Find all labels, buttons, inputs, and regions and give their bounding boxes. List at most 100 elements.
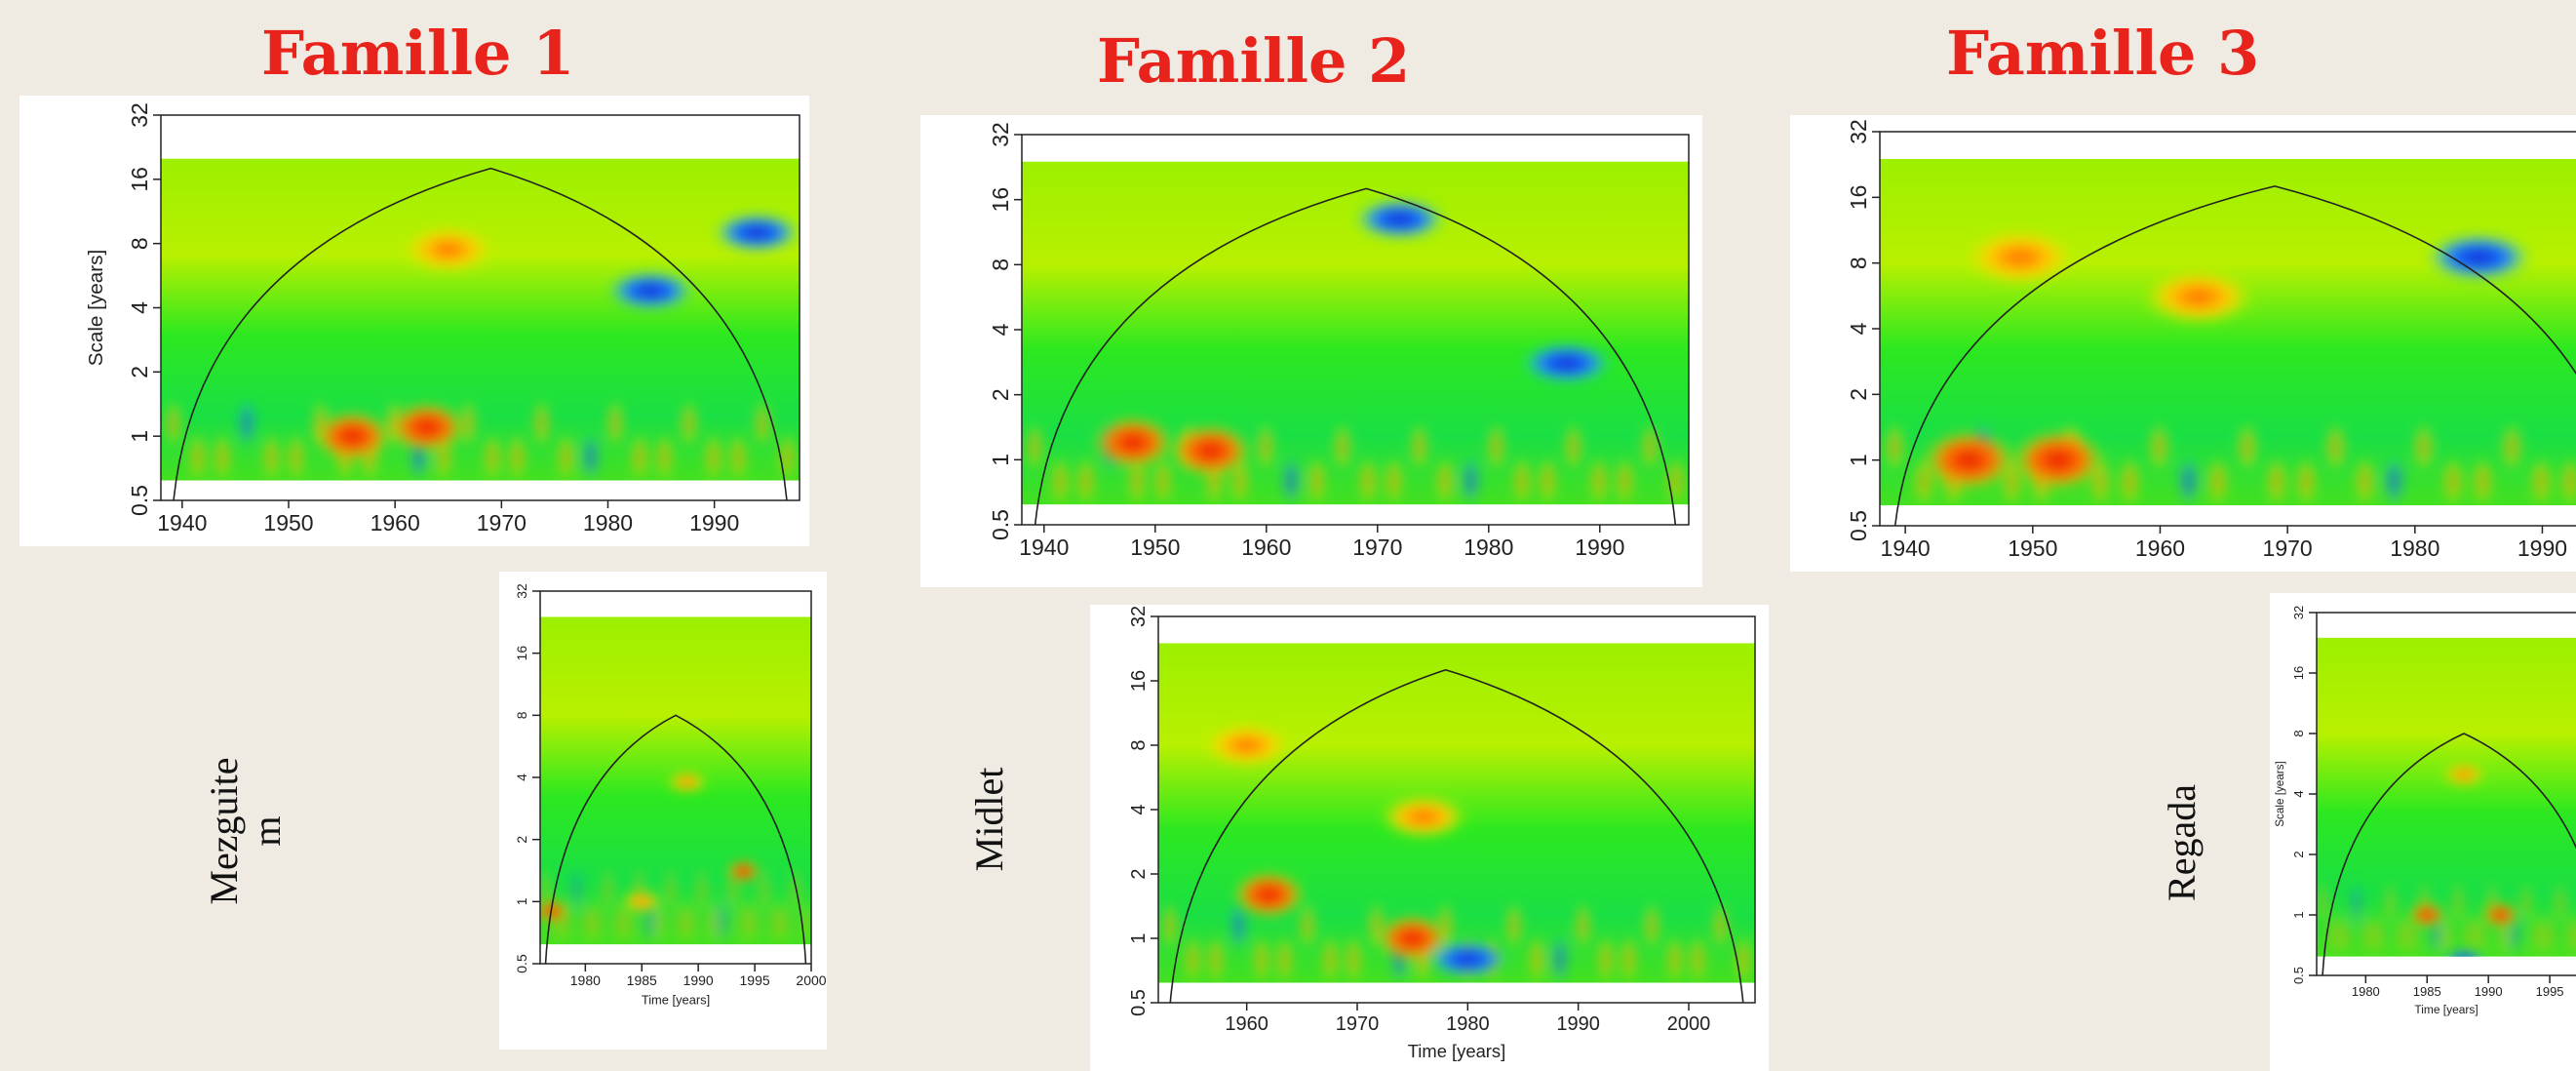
ripple-blob [604,865,612,913]
ripple-blob [237,399,256,448]
ripple-blob [1229,900,1248,950]
family-3-title: Famille 3 [1946,18,2260,89]
ripple-blob [1689,934,1706,983]
hotspot-high [540,899,568,923]
y-tick-label: 1 [2291,911,2306,918]
y-tick-label: 0.5 [988,509,1013,540]
x-tick-label: 1950 [263,510,313,536]
power-field [161,158,800,481]
hotspot-high [726,860,761,883]
ripple-blob [2206,456,2229,506]
ripple-blob [2477,911,2485,957]
power-field [1022,161,1689,505]
ripple-blob [2362,911,2372,957]
ripple-blob [2559,456,2576,506]
ripple-blob [2177,456,2200,506]
x-tick-label: 1990 [1575,535,1624,560]
hotspot-low [606,271,694,311]
x-tick-label: 1985 [2413,984,2441,999]
ripple-blob [750,897,759,945]
cone-of-influence [1893,185,2576,527]
ripple-blob [1299,900,1316,950]
y-tick-label: 16 [1128,670,1150,692]
hotspot-high [1231,870,1306,919]
ripple-blob [1184,934,1202,983]
y-tick-label: 4 [127,301,152,314]
x-tick-label: 1970 [1336,1013,1380,1035]
hotspot-medium [1202,723,1291,768]
ripple-blob [1486,421,1506,471]
power-field [540,616,811,945]
ripple-blob [2556,880,2565,926]
power-field [1158,643,1755,983]
cone-of-influence [2322,733,2576,976]
y-tick-label: 16 [514,646,529,661]
x-tick-label: 1980 [583,510,633,536]
wavelet-chart-4: 0.5 1 2 4 8 16 32 1980 1985 1990 1995 2000 Time [yea… [499,572,827,1050]
ripple-blob [687,897,696,945]
hotspot-high [2482,902,2519,928]
y-tick-label: 8 [988,258,1013,271]
wavelet-chart-2-svg: 0.5 1 2 4 8 16 32 1940 1950 1960 1970 1980 1990 [988,122,1690,560]
hotspot-high [1169,423,1252,478]
y-tick-label: 1 [514,897,529,905]
hotspot-low [714,213,800,253]
y-tick-label: 0.5 [2291,967,2306,984]
y-tick-label: 16 [988,187,1013,213]
hotspots [313,213,800,462]
ripple-texture [1025,421,1686,505]
hotspot-high [2408,902,2445,928]
y-tick-label: 16 [2291,666,2306,680]
x-tick-label: 2000 [796,972,826,988]
y-tick-label: 0.5 [514,954,529,973]
ripple-blob [2441,456,2465,506]
ripple-blob [188,432,208,481]
ripple-blob [680,399,698,448]
x-axis-label: Time [years] [2414,1003,2478,1016]
y-tick-label: 8 [514,711,529,719]
ripple-blob [572,865,581,913]
hotspots [2408,763,2519,957]
ripple-blob [1253,934,1270,983]
ripple-blob [2148,421,2170,472]
hotspot-low [2444,950,2483,957]
x-tick-label: 1980 [570,972,601,988]
hotspots [1091,198,1612,478]
ripple-blob [2533,911,2542,957]
x-tick-label: 1940 [157,510,207,536]
x-tick-label: 1960 [2135,536,2185,561]
y-tick-label: 32 [1846,119,1871,144]
ripple-blob [614,897,623,945]
ripple-blob [630,432,649,481]
y-tick-label: 1 [1846,454,1871,466]
y-tick-label: 16 [127,167,152,192]
ripple-blob [2501,421,2523,472]
x-tick-label: 1995 [2536,984,2564,999]
ripple-blob [2329,911,2338,957]
family-2-title: Famille 2 [1097,25,1411,97]
y-tick-label: 1 [127,430,152,443]
y-tick-label: 2 [127,366,152,378]
ripple-blob [1025,421,1044,471]
cone-of-influence [544,714,807,965]
y-tick-label: 8 [1846,257,1871,269]
ripple-blob [2397,911,2406,957]
ripple-blob [760,865,768,913]
site-label-mezguitem: Mezguite m [202,734,289,929]
x-tick-label: 1990 [1556,1013,1600,1035]
ripple-blob [1461,456,1481,505]
x-tick-label: 1980 [1464,535,1513,560]
x-tick-label: 1940 [1881,536,1931,561]
y-tick-label: 1 [988,454,1013,466]
ripple-blob [262,432,281,481]
cone-of-influence [173,167,788,501]
ripple-blob [2471,456,2494,506]
wavelet-chart-3: 0.5 1 2 4 8 16 32 1940 1950 1960 1970 1980 1990 [1790,115,2576,572]
ripple-blob [719,897,727,945]
ripple-blob [593,897,602,945]
hotspot-medium [2141,268,2255,326]
hotspot-medium [1963,228,2077,286]
cone-of-influence [1169,668,1744,1004]
ripple-blob [2383,456,2405,506]
ripple-blob [728,432,748,481]
